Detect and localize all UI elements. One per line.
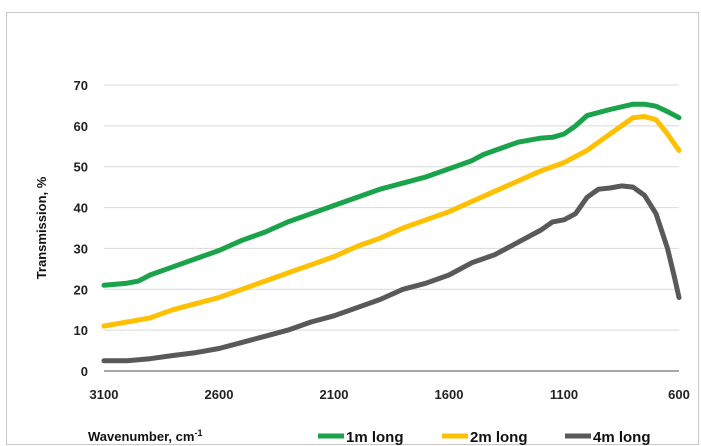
legend: 1m long 2m long 4m long (318, 429, 651, 446)
series-line-1 (101, 101, 682, 288)
y-tick-label: 0 (81, 364, 88, 379)
grid-lines (104, 84, 679, 331)
x-axis-title-superscript: -1 (194, 428, 202, 438)
x-axis-title-text: Wavenumber, cm (88, 429, 194, 444)
legend-label-3: 4m long (593, 429, 651, 446)
x-tick-labels: 3100 2600 2100 1600 1100 600 (90, 387, 690, 402)
y-tick-label: 50 (74, 160, 88, 175)
series-lines (101, 101, 682, 364)
y-axis-title: Transmission, % (34, 176, 49, 279)
x-tick-label: 1600 (435, 387, 464, 402)
y-tick-label: 70 (74, 78, 88, 93)
x-tick-label: 2600 (205, 387, 234, 402)
y-tick-label: 30 (74, 241, 88, 256)
chart-frame (6, 12, 699, 445)
x-tick-label: 2100 (320, 387, 349, 402)
x-tick-label: 600 (668, 387, 690, 402)
series-line-3 (101, 183, 682, 364)
x-tick-label: 1100 (550, 387, 578, 402)
y-tick-label: 10 (74, 323, 88, 338)
y-tick-label: 40 (74, 201, 88, 216)
y-tick-label: 60 (74, 119, 88, 134)
legend-label-2: 2m long (470, 429, 528, 446)
y-tick-labels: 0 10 20 30 40 50 60 70 (74, 78, 88, 379)
x-tick-label: 3100 (90, 387, 119, 402)
series-line-2 (101, 114, 682, 329)
legend-label-1: 1m long (346, 429, 404, 446)
y-tick-label: 20 (74, 282, 88, 297)
x-axis-title: Wavenumber, cm-1 (88, 428, 202, 444)
